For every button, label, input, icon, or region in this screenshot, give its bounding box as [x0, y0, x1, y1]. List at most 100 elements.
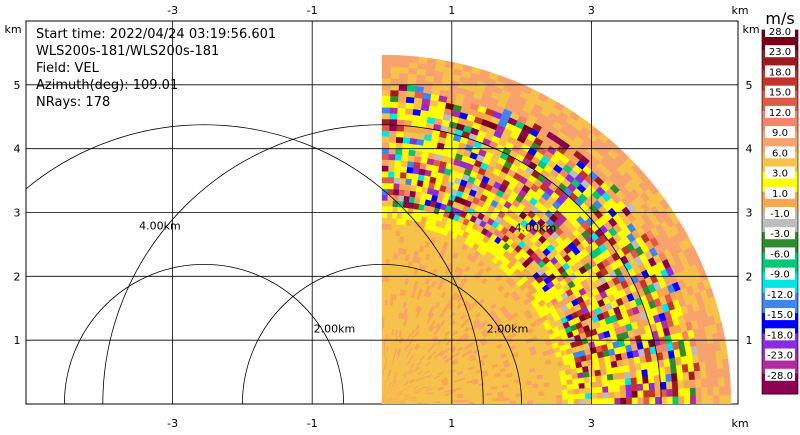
velocity-cell	[572, 383, 580, 390]
velocity-cell	[635, 369, 643, 378]
velocity-cell	[555, 384, 562, 391]
colorbar-label-bg	[765, 146, 795, 159]
velocity-cell	[631, 383, 638, 392]
velocity-cell	[723, 367, 731, 378]
velocity-cell	[480, 401, 487, 404]
velocity-cell	[395, 224, 402, 231]
velocity-cell	[683, 387, 691, 397]
velocity-cell	[614, 397, 621, 404]
velocity-cell	[695, 395, 703, 404]
velocity-cell	[381, 159, 389, 166]
velocity-cell	[608, 397, 615, 404]
range-ring-label: 2.00km	[314, 323, 356, 336]
colorbar-label-bg	[765, 227, 795, 240]
velocity-cell	[672, 388, 679, 397]
velocity-cell	[619, 384, 627, 392]
velocity-cell	[381, 235, 387, 242]
velocity-cell	[383, 316, 387, 323]
velocity-cell	[387, 287, 392, 295]
velocity-cell	[396, 113, 406, 121]
velocity-cell	[385, 252, 391, 259]
velocity-cell	[390, 235, 396, 242]
velocity-cell	[700, 378, 708, 388]
velocity-cell	[515, 392, 522, 398]
colorbar-unit: m/s	[765, 9, 794, 28]
velocity-cell	[486, 400, 493, 404]
velocity-cell	[407, 67, 418, 75]
colorbar-tick-label: 3.0	[772, 169, 788, 180]
colorbar-label-bg	[765, 25, 795, 37]
velocity-cell	[387, 177, 395, 184]
range-rings	[26, 124, 662, 404]
velocity-cell	[390, 241, 395, 248]
velocity-cell	[623, 364, 631, 373]
range-ring-label: 4.00km	[139, 220, 181, 233]
velocity-cell	[648, 382, 656, 391]
velocity-cell	[611, 366, 619, 374]
velocity-cell	[520, 392, 528, 397]
velocity-cell	[390, 54, 401, 62]
colorbar-label-bg	[765, 186, 795, 199]
velocity-cell	[579, 393, 586, 400]
velocity-cell	[578, 382, 586, 389]
velocity-cell	[402, 131, 411, 139]
info-block: Start time: 2022/04/24 03:19:56.601 WLS2…	[36, 27, 276, 110]
velocity-cell	[381, 258, 387, 265]
velocity-cell	[684, 395, 691, 404]
velocity-cell	[538, 391, 545, 396]
velocity-cell	[381, 223, 387, 230]
velocity-cell	[386, 206, 393, 213]
velocity-cell	[572, 377, 579, 385]
velocity-cell	[388, 275, 393, 283]
velocity-cell	[412, 102, 422, 111]
y-tick-label: 2	[746, 270, 753, 283]
velocity-cell	[618, 371, 626, 380]
velocity-cell	[596, 392, 604, 399]
velocity-cell	[718, 376, 725, 387]
velocity-cell	[381, 72, 391, 79]
x-tick-label: 3	[588, 417, 595, 430]
velocity-cell	[400, 166, 408, 173]
velocity-cell	[543, 386, 551, 392]
velocity-cell	[567, 393, 575, 400]
velocity-cell	[399, 61, 410, 68]
velocity-cell	[585, 398, 592, 404]
velocity-cell	[381, 130, 390, 137]
velocity-cell	[589, 375, 597, 383]
velocity-cell	[660, 381, 667, 390]
velocity-cell	[666, 396, 674, 404]
velocity-field	[381, 54, 732, 404]
velocity-cell	[385, 246, 391, 254]
velocity-cell	[573, 393, 580, 400]
colorbar-label-bg	[765, 247, 795, 260]
velocity-cell	[544, 390, 551, 396]
velocity-cell	[677, 380, 685, 389]
velocity-cell	[666, 388, 673, 397]
velocity-cell	[672, 396, 679, 404]
colorbar-tick-label: -28.0	[767, 371, 793, 382]
velocity-cell	[414, 191, 422, 199]
velocity-cell	[626, 397, 633, 404]
instrument-text: WLS200s-181/WLS200s-181	[36, 44, 219, 59]
velocity-cell	[689, 379, 696, 389]
range-ring	[63, 264, 345, 404]
velocity-cell	[624, 371, 631, 379]
velocity-cell	[391, 217, 397, 225]
velocity-cell	[544, 399, 551, 404]
velocity-cell	[694, 378, 702, 388]
x-tick-labels-top: -3 -1 1 3	[167, 4, 595, 17]
colorbar-tick-label: 28.0	[769, 27, 791, 38]
velocity-cell	[660, 396, 668, 404]
velocity-cell	[381, 54, 392, 62]
velocity-cell	[381, 176, 389, 184]
velocity-cell	[411, 114, 421, 122]
velocity-cell	[404, 108, 414, 115]
velocity-cell	[398, 84, 408, 92]
velocity-cell	[660, 388, 668, 397]
velocity-cell	[389, 246, 395, 254]
velocity-cell	[387, 171, 395, 178]
velocity-cell	[605, 367, 613, 375]
velocity-cell	[381, 89, 391, 97]
velocity-cell	[386, 200, 393, 207]
velocity-cell	[527, 395, 534, 401]
